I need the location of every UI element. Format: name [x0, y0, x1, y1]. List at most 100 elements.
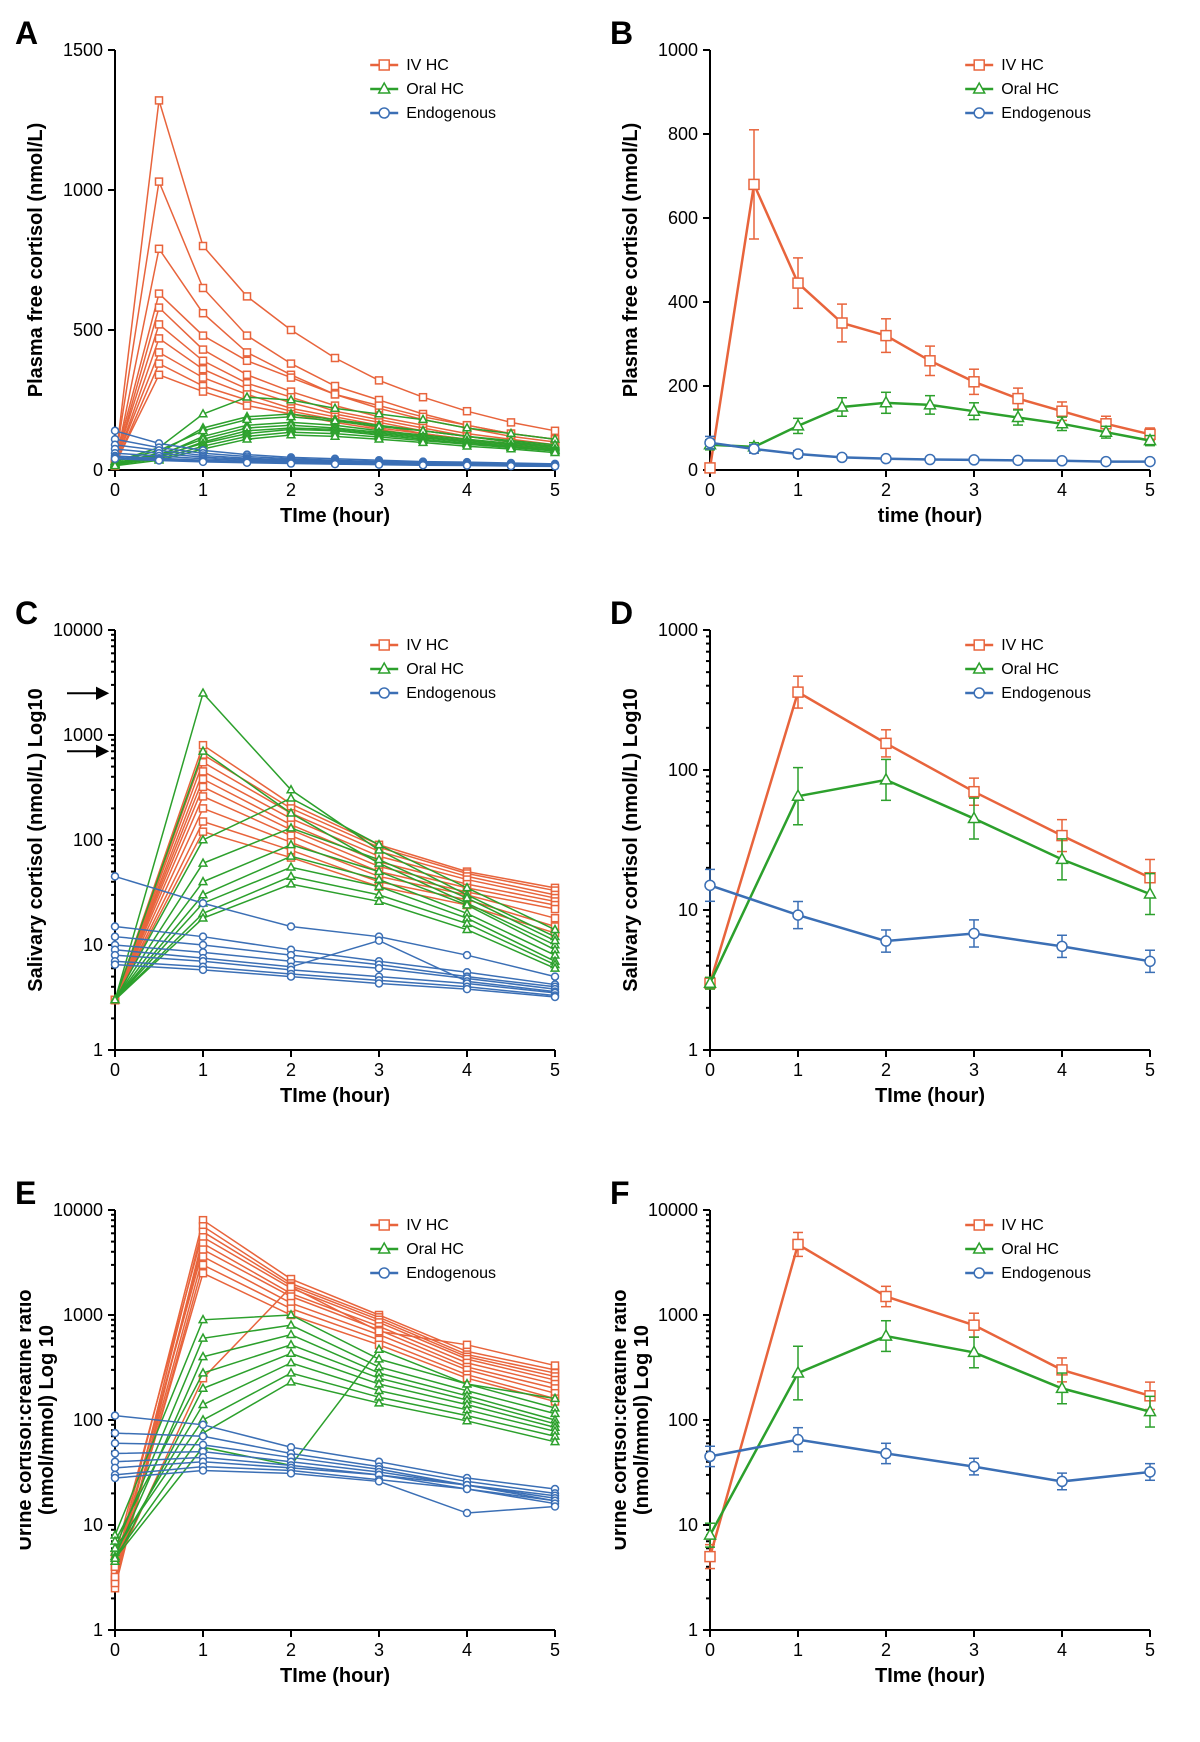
- panel-e: E012345110100100010000TIme (hour)Urine c…: [20, 1180, 585, 1720]
- svg-text:5: 5: [1145, 1060, 1155, 1080]
- svg-text:500: 500: [73, 320, 103, 340]
- svg-text:2: 2: [881, 1640, 891, 1660]
- svg-text:Plasma free cortisol (nmol/L): Plasma free cortisol (nmol/L): [620, 123, 642, 398]
- svg-text:5: 5: [550, 1640, 560, 1660]
- svg-text:Salivary cortisol (nmol/L) Log: Salivary cortisol (nmol/L) Log10: [620, 688, 642, 991]
- svg-text:10: 10: [678, 1515, 698, 1535]
- svg-text:0: 0: [705, 1640, 715, 1660]
- svg-text:1: 1: [93, 1040, 103, 1060]
- svg-text:Oral HC: Oral HC: [406, 1241, 464, 1258]
- panel-d: D0123451101001000TIme (hour)Salivary cor…: [615, 600, 1180, 1140]
- svg-text:2: 2: [286, 1060, 296, 1080]
- svg-text:Endogenous: Endogenous: [406, 105, 496, 122]
- svg-text:5: 5: [1145, 1640, 1155, 1660]
- svg-text:0: 0: [93, 460, 103, 480]
- svg-text:IV HC: IV HC: [406, 1217, 449, 1234]
- panel-label-f: F: [610, 1175, 630, 1212]
- svg-text:10: 10: [678, 900, 698, 920]
- svg-text:Oral HC: Oral HC: [406, 661, 464, 678]
- svg-text:4: 4: [462, 480, 472, 500]
- svg-text:10000: 10000: [53, 1200, 103, 1220]
- svg-text:2: 2: [881, 1060, 891, 1080]
- svg-text:Endogenous: Endogenous: [1001, 1265, 1091, 1282]
- svg-text:3: 3: [374, 480, 384, 500]
- svg-text:Endogenous: Endogenous: [406, 1265, 496, 1282]
- svg-text:5: 5: [550, 1060, 560, 1080]
- svg-text:TIme (hour): TIme (hour): [280, 505, 390, 527]
- svg-text:TIme (hour): TIme (hour): [875, 1085, 985, 1107]
- svg-text:0: 0: [110, 1060, 120, 1080]
- svg-text:Oral HC: Oral HC: [1001, 1241, 1059, 1258]
- svg-text:Endogenous: Endogenous: [406, 685, 496, 702]
- svg-text:1000: 1000: [63, 1305, 103, 1325]
- svg-text:1: 1: [93, 1620, 103, 1640]
- panel-label-e: E: [15, 1175, 36, 1212]
- svg-text:Urine cortisol:creatine ratio: Urine cortisol:creatine ratio: [615, 1289, 631, 1550]
- svg-text:2: 2: [286, 1640, 296, 1660]
- svg-text:IV HC: IV HC: [1001, 637, 1044, 654]
- svg-text:10000: 10000: [53, 620, 103, 640]
- svg-text:200: 200: [668, 376, 698, 396]
- svg-text:1: 1: [198, 1060, 208, 1080]
- panel-f: F012345110100100010000TIme (hour)Urine c…: [615, 1180, 1180, 1720]
- svg-text:800: 800: [668, 124, 698, 144]
- svg-text:1: 1: [198, 480, 208, 500]
- figure-grid: A012345050010001500TIme (hour)Plasma fre…: [20, 20, 1180, 1720]
- svg-text:10000: 10000: [648, 1200, 698, 1220]
- svg-text:1: 1: [793, 1640, 803, 1660]
- svg-text:2: 2: [881, 480, 891, 500]
- svg-text:3: 3: [969, 1640, 979, 1660]
- svg-text:100: 100: [73, 830, 103, 850]
- svg-text:0: 0: [110, 480, 120, 500]
- svg-text:Oral HC: Oral HC: [1001, 661, 1059, 678]
- svg-text:3: 3: [969, 1060, 979, 1080]
- svg-text:IV HC: IV HC: [406, 57, 449, 74]
- panel-label-c: C: [15, 595, 38, 632]
- svg-text:TIme (hour): TIme (hour): [875, 1665, 985, 1687]
- svg-text:Endogenous: Endogenous: [1001, 685, 1091, 702]
- svg-text:(nmol/mmol) Log 10: (nmol/mmol) Log 10: [631, 1325, 653, 1515]
- svg-text:(nmol/mmol) Log 10: (nmol/mmol) Log 10: [36, 1325, 58, 1515]
- svg-text:10: 10: [83, 1515, 103, 1535]
- svg-text:4: 4: [462, 1640, 472, 1660]
- svg-text:Oral HC: Oral HC: [406, 81, 464, 98]
- svg-text:1000: 1000: [63, 180, 103, 200]
- panel-label-b: B: [610, 15, 633, 52]
- svg-text:IV HC: IV HC: [1001, 57, 1044, 74]
- svg-text:0: 0: [705, 480, 715, 500]
- svg-text:5: 5: [550, 480, 560, 500]
- svg-text:3: 3: [374, 1640, 384, 1660]
- svg-text:1: 1: [688, 1620, 698, 1640]
- svg-text:time (hour): time (hour): [878, 505, 982, 527]
- svg-text:1500: 1500: [63, 40, 103, 60]
- svg-text:1000: 1000: [658, 1305, 698, 1325]
- svg-text:100: 100: [668, 1410, 698, 1430]
- svg-text:Salivary cortisol (nmol/L) Log: Salivary cortisol (nmol/L) Log10: [25, 688, 47, 991]
- svg-text:Endogenous: Endogenous: [1001, 105, 1091, 122]
- svg-text:4: 4: [1057, 480, 1067, 500]
- svg-text:4: 4: [1057, 1060, 1067, 1080]
- panel-a: A012345050010001500TIme (hour)Plasma fre…: [20, 20, 585, 560]
- svg-text:4: 4: [1057, 1640, 1067, 1660]
- svg-text:IV HC: IV HC: [406, 637, 449, 654]
- panel-c: C012345110100100010000TIme (hour)Salivar…: [20, 600, 585, 1140]
- svg-text:Oral HC: Oral HC: [1001, 81, 1059, 98]
- svg-text:1: 1: [688, 1040, 698, 1060]
- panel-b: B01234502004006008001000time (hour)Plasm…: [615, 20, 1180, 560]
- svg-text:Urine cortisol:creatine ratio: Urine cortisol:creatine ratio: [20, 1289, 36, 1550]
- svg-text:Plasma free cortisol (nmol/L): Plasma free cortisol (nmol/L): [25, 123, 47, 398]
- svg-text:100: 100: [73, 1410, 103, 1430]
- svg-text:1000: 1000: [658, 40, 698, 60]
- svg-text:3: 3: [374, 1060, 384, 1080]
- panel-label-d: D: [610, 595, 633, 632]
- svg-text:0: 0: [688, 460, 698, 480]
- svg-text:3: 3: [969, 480, 979, 500]
- svg-text:TIme (hour): TIme (hour): [280, 1665, 390, 1687]
- svg-text:1000: 1000: [63, 725, 103, 745]
- panel-label-a: A: [15, 15, 38, 52]
- svg-text:IV HC: IV HC: [1001, 1217, 1044, 1234]
- svg-text:5: 5: [1145, 480, 1155, 500]
- svg-text:TIme (hour): TIme (hour): [280, 1085, 390, 1107]
- svg-text:100: 100: [668, 760, 698, 780]
- svg-text:400: 400: [668, 292, 698, 312]
